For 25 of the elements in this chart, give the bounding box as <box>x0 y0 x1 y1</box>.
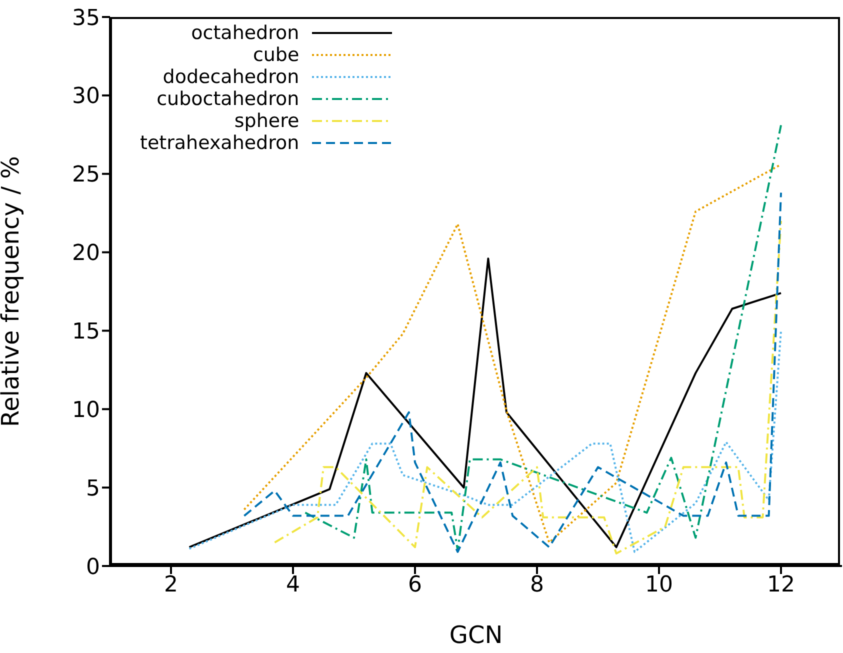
y-tick-label: 20 <box>72 241 100 266</box>
y-axis-title: Relative frequency / % <box>0 156 25 427</box>
y-tick-label: 25 <box>72 162 100 188</box>
legend-label: cuboctahedron <box>156 88 300 110</box>
legend-label: dodecahedron <box>162 66 300 88</box>
x-tick-label: 6 <box>408 572 422 598</box>
y-tick-label: 5 <box>86 476 100 502</box>
line-series <box>188 330 782 553</box>
legend-label: octahedron <box>191 22 300 44</box>
line-series <box>188 258 782 548</box>
y-tick-label: 0 <box>86 554 100 580</box>
y-tick-label: 30 <box>72 84 100 110</box>
legend-label: tetrahexahedron <box>140 132 300 154</box>
y-tick-label: 35 <box>72 6 100 31</box>
legend-label: sphere <box>234 110 300 132</box>
y-tick-label: 10 <box>72 398 100 423</box>
x-axis-title: GCN <box>449 621 503 649</box>
line-series <box>304 124 782 552</box>
x-tick-label: 10 <box>645 572 673 598</box>
x-tick-label: 8 <box>530 572 544 598</box>
y-tick-label: 15 <box>72 320 100 345</box>
x-tick-label: 4 <box>286 572 300 598</box>
x-tick-label: 12 <box>767 572 795 598</box>
x-tick-label: 2 <box>164 572 178 598</box>
legend-label: cube <box>252 44 300 66</box>
